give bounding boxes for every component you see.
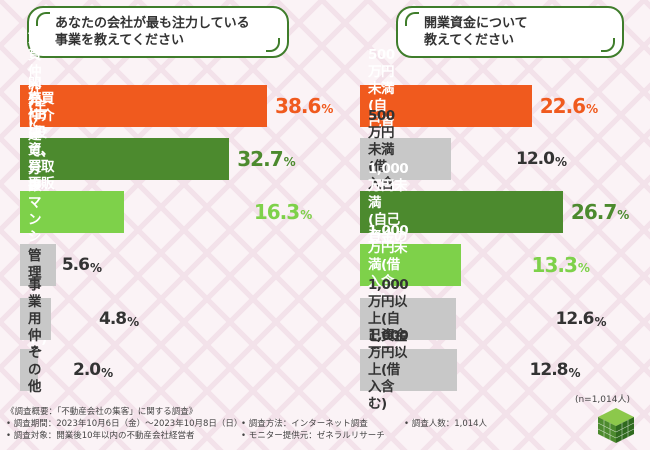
- right-bar-1: [360, 138, 452, 180]
- right-bar-0: [360, 85, 532, 127]
- right-bar-value-number-1: 12.0: [516, 149, 555, 169]
- right-bar-value-number-0: 22.6: [539, 94, 586, 118]
- right-bar-value-pct-3: %: [577, 260, 590, 275]
- left-bar-label-5: その他: [28, 344, 42, 395]
- right-bar-value-2: 26.7%: [570, 191, 629, 233]
- right-bar-value-5: 12.8%: [529, 349, 581, 391]
- left-bar-value-2: 16.3%: [253, 191, 312, 233]
- survey-provider: • モニター提供元：ゼネラルリサーチ: [241, 431, 385, 441]
- right-question-corner-bottom: [601, 38, 615, 52]
- right-bar-value-number-2: 26.7: [570, 200, 617, 224]
- right-bar-value-number-3: 13.3: [531, 253, 578, 277]
- left-bar-value-1: 32.7%: [237, 138, 296, 180]
- survey-target: • 調査対象：開業後10年以内の不動産会社経営者: [6, 431, 195, 441]
- right-bar-value-3: 13.3%: [531, 244, 590, 286]
- right-question-corner-top: [405, 12, 419, 26]
- right-bar-2: [360, 191, 563, 233]
- right-bar-value-pct-4: %: [594, 314, 606, 329]
- survey-title: 《調査概要：「不動産会社の集客」に関する調査》: [6, 407, 198, 417]
- left-bar-value-pct-1: %: [283, 154, 296, 169]
- left-bar-4: [20, 298, 51, 340]
- left-bar-value-pct-3: %: [89, 260, 102, 275]
- right-bar-value-1: 12.0%: [516, 138, 567, 180]
- right-bar-value-number-4: 12.6: [555, 309, 595, 329]
- left-bar-0: [20, 85, 268, 127]
- left-question-corner-bottom: [266, 38, 280, 52]
- left-bar-value-number-3: 5.6: [61, 255, 90, 275]
- right-bar-value-4: 12.6%: [555, 298, 607, 340]
- right-bar-5: [360, 349, 458, 391]
- right-bar-value-pct-0: %: [586, 101, 598, 116]
- left-question-box: あなたの会社が最も注力している 事業を教えてください: [27, 6, 289, 58]
- survey-method: • 調査方法：インターネット調査: [241, 419, 368, 429]
- survey-people: • 調査人数：1,014人: [404, 419, 488, 429]
- left-bar-5: [20, 349, 38, 391]
- left-bar-value-number-0: 38.6: [275, 94, 321, 118]
- left-bar-value-5: 2.0%: [72, 349, 113, 391]
- right-bar-3: [360, 244, 462, 286]
- left-bar-label-3: 管理: [28, 248, 42, 281]
- left-bar-label-4: 事業用仲介: [28, 277, 42, 361]
- right-bar-value-pct-2: %: [617, 207, 629, 222]
- left-bar-value-number-1: 32.7: [237, 147, 283, 171]
- survey-period: • 調査期間：2023年10月6日（金）～2023年10月8日（日）: [6, 419, 243, 429]
- left-bar-value-number-2: 16.3: [253, 200, 300, 224]
- left-bar-3: [20, 244, 56, 286]
- left-bar-value-4: 4.8%: [98, 298, 139, 340]
- right-bar-label-5: 1,000万円以上(借入含む): [368, 328, 409, 412]
- left-bar-value-number-4: 4.8: [98, 309, 127, 329]
- right-bar-value-0: 22.6%: [539, 85, 598, 127]
- left-question-text: あなたの会社が最も注力している 事業を教えてください: [55, 16, 250, 48]
- right-bar-value-number-5: 12.8: [529, 360, 569, 380]
- left-bar-value-0: 38.6%: [275, 85, 333, 127]
- left-bar-value-pct-4: %: [127, 314, 139, 329]
- sample-size-note: (n=1,014人): [574, 395, 630, 405]
- right-question-box: 開業資金について 教えてください: [396, 6, 624, 58]
- left-bar-value-number-5: 2.0: [72, 360, 101, 380]
- right-bar-label-4: 1,000万円以上(自己資金のみ): [368, 277, 409, 361]
- left-bar-value-3: 5.6%: [61, 244, 102, 286]
- left-bar-value-pct-5: %: [101, 365, 113, 380]
- right-bar-value-pct-1: %: [554, 154, 567, 169]
- left-bar-2: [20, 191, 125, 233]
- right-bar-4: [360, 298, 456, 340]
- left-bar-1: [20, 138, 230, 180]
- left-bar-label-2: 開発 (戸建て、分譲マンション、アパート): [28, 76, 54, 347]
- left-question-corner-top: [36, 12, 50, 26]
- right-question-text: 開業資金について 教えてください: [424, 16, 528, 48]
- company-logo-cube-icon: [597, 408, 635, 443]
- right-bar-value-pct-5: %: [568, 365, 580, 380]
- left-bar-value-pct-2: %: [300, 207, 312, 222]
- left-bar-value-pct-0: %: [321, 101, 333, 116]
